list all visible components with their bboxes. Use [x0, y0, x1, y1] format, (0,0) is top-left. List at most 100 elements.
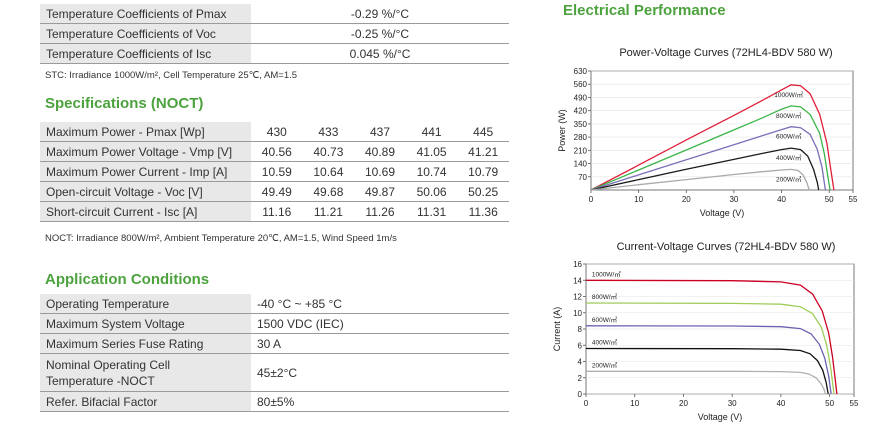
- table-cell: 40.56: [251, 141, 303, 162]
- x-tick-label: 0: [584, 399, 589, 408]
- row-label: Temperature Coefficients of Isc: [40, 43, 251, 64]
- x-tick-label: 20: [679, 399, 688, 408]
- table-cell: 10.79: [457, 161, 509, 182]
- row-label: Short-circuit Current - Isc [A]: [40, 201, 251, 222]
- application-heading: Application Conditions: [45, 271, 210, 288]
- table-row: Short-circuit Current - Isc [A] 11.16 11…: [40, 201, 509, 222]
- x-tick-label: 0: [589, 195, 594, 204]
- series-label: 200W/㎡: [592, 360, 618, 369]
- row-value: 80±5%: [251, 391, 509, 412]
- series-line: [585, 279, 838, 395]
- stc-table: Temperature Coefficients of Pmax -0.29 %…: [40, 3, 509, 64]
- power-voltage-chart: 70 140 210 280 350 420 490 560 630 0 10 20 30 40 50 55 1…: [557, 67, 858, 218]
- row-value: 1500 VDC (IEC): [251, 313, 509, 334]
- row-label: Open-circuit Voltage - Voc [V]: [40, 181, 251, 202]
- table-row: Open-circuit Voltage - Voc [V] 49.49 49.…: [40, 181, 509, 202]
- y-tick-label: 630: [574, 67, 588, 76]
- x-tick-label: 55: [850, 399, 859, 408]
- table-cell: 40.89: [354, 141, 406, 162]
- table-cell: 430: [251, 121, 303, 142]
- series-line: [590, 168, 810, 191]
- row-value: -40 °C ~ +85 °C: [251, 293, 509, 314]
- series-label: 400W/㎡: [592, 338, 618, 347]
- series-line: [585, 325, 832, 395]
- y-tick-label: 14: [573, 276, 582, 285]
- table-cell: 49.87: [354, 181, 406, 202]
- series-label: 400W/㎡: [776, 153, 802, 162]
- series-line: [590, 105, 831, 191]
- pv-chart-title: Power-Voltage Curves (72HL4-BDV 580 W): [619, 47, 833, 59]
- table-row: Refer. Bifacial Factor 80±5%: [40, 391, 509, 412]
- x-tick-label: 50: [825, 195, 834, 204]
- series-label: 1000W/㎡: [774, 90, 803, 99]
- row-label: Temperature Coefficients of Pmax: [40, 3, 251, 24]
- table-cell: 10.69: [354, 161, 406, 182]
- y-tick-label: 70: [578, 173, 587, 182]
- electrical-heading: Electrical Performance: [563, 2, 726, 19]
- x-tick-label: 20: [682, 195, 691, 204]
- y-tick-label: 560: [574, 80, 588, 89]
- table-cell: 11.31: [405, 201, 458, 222]
- table-row: Temperature Coefficients of Voc -0.25 %/…: [40, 23, 509, 44]
- series-line: [590, 126, 827, 191]
- table-cell: 41.05: [405, 141, 458, 162]
- x-tick-label: 10: [634, 195, 643, 204]
- noct-table: Maximum Power - Pmax [Wp] 430 433 437 44…: [40, 121, 509, 222]
- y-tick-label: 490: [574, 93, 588, 102]
- x-tick-label: 30: [728, 399, 737, 408]
- y-tick-label: 140: [574, 160, 588, 169]
- row-value: 45±2°C: [251, 353, 509, 392]
- row-label: Maximum System Voltage: [40, 313, 251, 334]
- row-label-line: Nominal Operating Cell: [46, 357, 171, 372]
- series-label: 800W/㎡: [776, 111, 802, 120]
- table-cell: 445: [457, 121, 509, 142]
- row-value: -0.29 %/°C: [251, 3, 509, 24]
- y-axis-label: Current (A): [553, 307, 562, 352]
- x-tick-label: 55: [849, 195, 858, 204]
- x-tick-label: 30: [729, 195, 738, 204]
- table-cell: 50.25: [457, 181, 509, 202]
- table-row: Nominal Operating Cell Temperature -NOCT…: [40, 353, 509, 392]
- row-label: Nominal Operating Cell Temperature -NOCT: [40, 353, 251, 392]
- row-value: -0.25 %/°C: [251, 23, 509, 44]
- table-cell: 11.16: [251, 201, 303, 222]
- x-axis-label: Voltage (V): [698, 412, 743, 422]
- table-cell: 11.21: [302, 201, 355, 222]
- row-label: Maximum Series Fuse Rating: [40, 333, 251, 354]
- row-value: 30 A: [251, 333, 509, 354]
- row-label: Maximum Power Voltage - Vmp [V]: [40, 141, 251, 162]
- table-cell: 11.26: [354, 201, 406, 222]
- noct-heading: Specifications (NOCT): [45, 95, 204, 112]
- x-axis-label: Voltage (V): [700, 208, 745, 218]
- table-row: Maximum Power - Pmax [Wp] 430 433 437 44…: [40, 121, 509, 142]
- y-tick-label: 350: [574, 120, 588, 129]
- noct-note: NOCT: Irradiance 800W/m², Ambient Temper…: [45, 233, 397, 244]
- series-label: 600W/㎡: [592, 315, 618, 324]
- series-label: 200W/㎡: [776, 174, 802, 183]
- y-tick-label: 0: [578, 390, 583, 399]
- y-tick-label: 8: [578, 325, 583, 334]
- table-cell: 10.59: [251, 161, 303, 182]
- table-cell: 49.49: [251, 181, 303, 202]
- table-cell: 41.21: [457, 141, 509, 162]
- y-tick-label: 420: [574, 107, 588, 116]
- row-value: 0.045 %/°C: [251, 43, 509, 64]
- table-cell: 10.74: [405, 161, 458, 182]
- y-tick-label: 6: [578, 341, 583, 350]
- series-line: [585, 347, 829, 395]
- table-cell: 433: [302, 121, 355, 142]
- y-tick-label: 10: [573, 309, 582, 318]
- table-cell: 10.64: [302, 161, 355, 182]
- current-voltage-chart: 0 2 4 6 8 10 12 14 16 0 10 20 30 40 50 55 1000W/㎡ 800W/㎡ 6…: [553, 260, 859, 422]
- series-label: 600W/㎡: [776, 132, 802, 141]
- row-label-line: Temperature -NOCT: [46, 373, 155, 388]
- table-cell: 40.73: [302, 141, 355, 162]
- row-label: Refer. Bifacial Factor: [40, 391, 251, 412]
- x-tick-label: 40: [776, 399, 785, 408]
- y-tick-label: 280: [574, 133, 588, 142]
- x-tick-label: 50: [825, 399, 834, 408]
- y-axis-label: Power (W): [557, 109, 567, 152]
- table-cell: 437: [354, 121, 406, 142]
- series-line: [586, 370, 826, 395]
- table-cell: 49.68: [302, 181, 355, 202]
